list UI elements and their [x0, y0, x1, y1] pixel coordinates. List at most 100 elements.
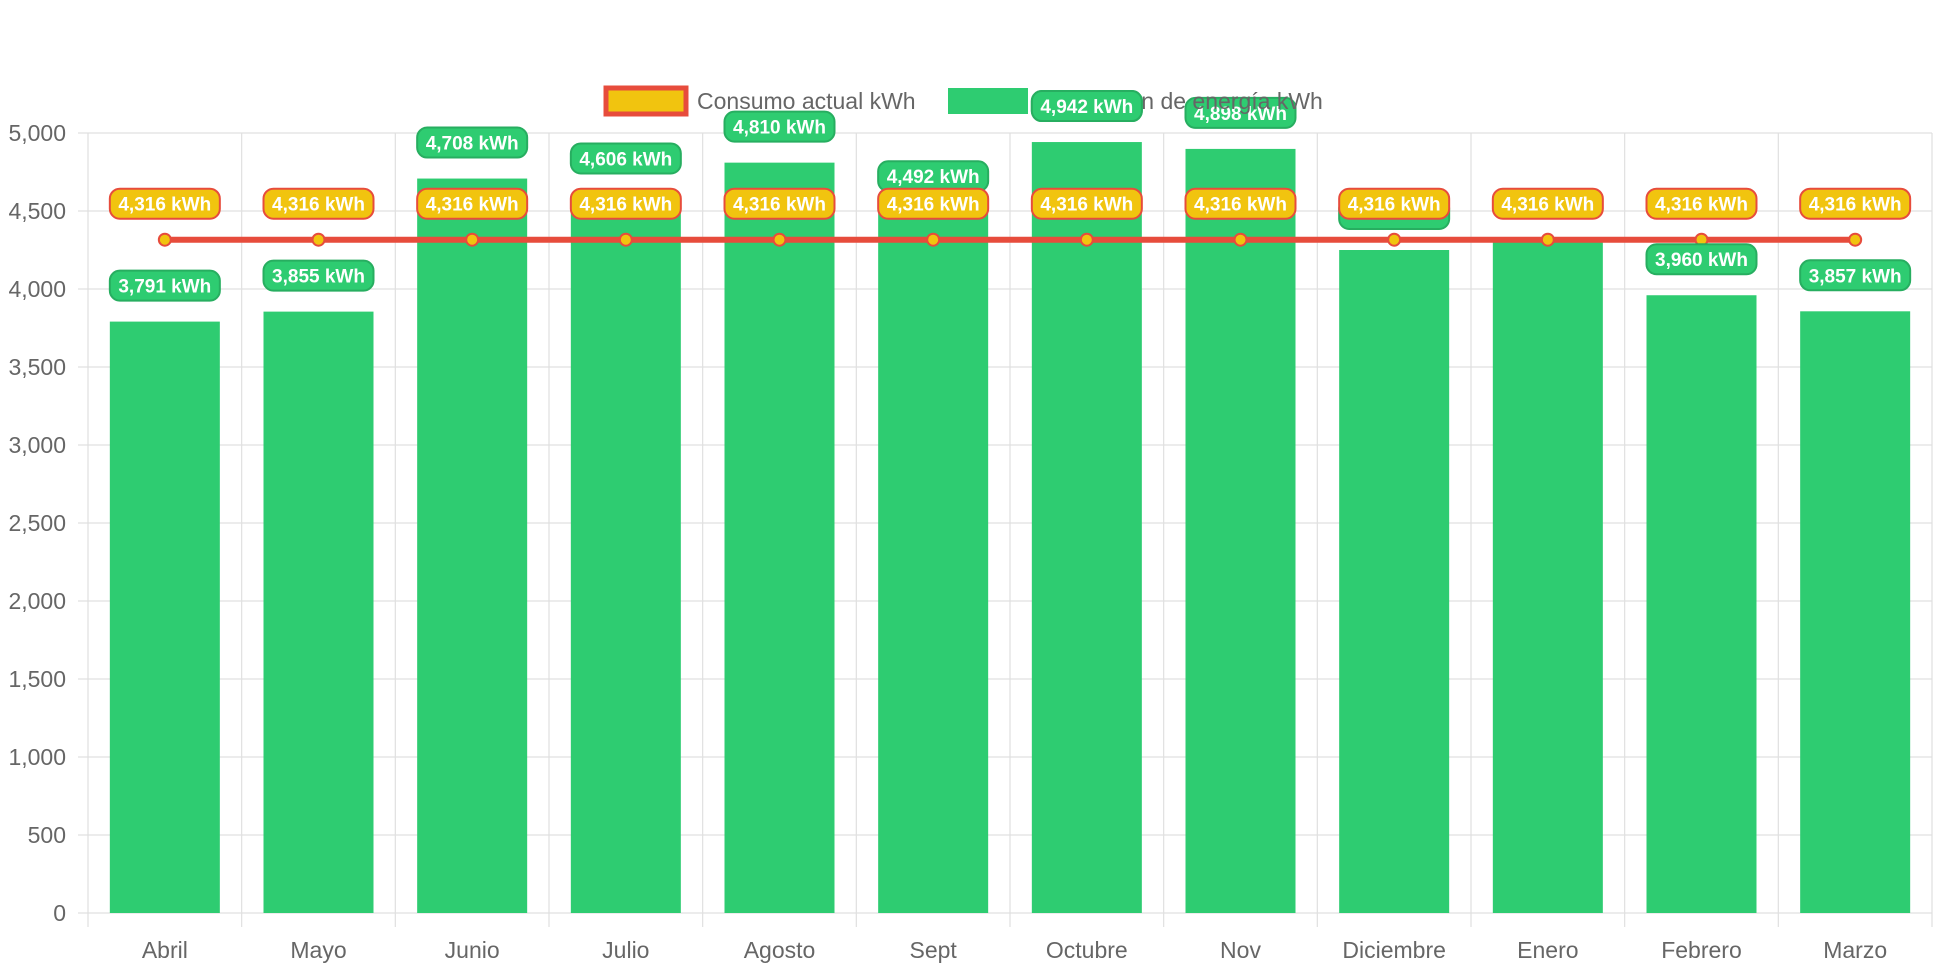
legend-label-consumo: Consumo actual kWh — [697, 88, 916, 114]
bar-data-label: 3,791 kWh — [108, 269, 221, 302]
line-data-label: 4,316 kWh — [1184, 187, 1297, 220]
bar-data-label: 4,708 kWh — [416, 126, 529, 159]
line-data-label-bg — [1799, 187, 1912, 220]
bar-julio[interactable] — [570, 194, 681, 914]
y-tick-label: 1,000 — [8, 744, 66, 770]
bar-octubre[interactable] — [1031, 142, 1142, 914]
line-data-label: 4,316 kWh — [723, 187, 836, 220]
line-point[interactable] — [157, 232, 172, 247]
x-tick-label: Enero — [1517, 937, 1578, 963]
x-tick-label: Julio — [602, 937, 649, 963]
line-point[interactable] — [618, 232, 633, 247]
y-tick-label: 3,000 — [8, 432, 66, 458]
bar-junio[interactable] — [417, 178, 528, 913]
grid-layer — [78, 132, 1933, 927]
line-data-label-bg — [1491, 187, 1604, 220]
y-tick-label: 500 — [28, 822, 66, 848]
x-tick-label: Nov — [1220, 937, 1261, 963]
line-data-label-bg — [1030, 187, 1143, 220]
legend[interactable]: Consumo actual kWh Producción de energía … — [603, 85, 1323, 117]
bar-agosto[interactable] — [724, 162, 835, 913]
line-data-label: 4,316 kWh — [1491, 187, 1604, 220]
line-data-label-text: 4,316 kWh — [887, 195, 980, 216]
line-data-label: 4,316 kWh — [108, 187, 221, 220]
bar-data-label-bg — [1184, 96, 1297, 129]
bar-data-label: 3,855 kWh — [262, 259, 375, 292]
bar-data-label-bg — [1799, 259, 1912, 292]
line-point[interactable] — [1233, 232, 1248, 247]
bar-data-label-bg — [262, 259, 375, 292]
y-tick-label: 2,000 — [8, 588, 66, 614]
x-tick-label: Abril — [142, 937, 188, 963]
line-data-label-text: 4,316 kWh — [1348, 195, 1441, 216]
line-point[interactable] — [1540, 232, 1555, 247]
legend-swatch-consumo — [603, 85, 689, 117]
y-tick-label: 1,500 — [8, 666, 66, 692]
line-data-label: 4,316 kWh — [1030, 187, 1143, 220]
line-point[interactable] — [1079, 232, 1094, 247]
labels-layer: 3,791 kWh 3,855 kWh 4,708 kWh 4,606 kWh 4,81… — [108, 90, 1912, 302]
bar-data-label-bg — [416, 126, 529, 159]
legend-swatch-produccion — [948, 88, 1028, 114]
bar-data-label: 3,857 kWh — [1799, 259, 1912, 292]
bar-diciembre[interactable] — [1339, 250, 1450, 913]
bar-data-label-text: 4,898 kWh — [1194, 104, 1287, 125]
line-point[interactable] — [1848, 232, 1863, 247]
bar-data-label-top: 4,942 kWh — [1030, 90, 1143, 123]
bar-data-label-bg — [108, 269, 221, 302]
line-layer — [157, 232, 1863, 247]
line-data-label-text: 4,316 kWh — [272, 195, 365, 216]
line-data-label: 4,316 kWh — [877, 187, 990, 220]
bar-data-label-text: 3,855 kWh — [272, 267, 365, 288]
legend-item-consumo[interactable]: Consumo actual kWh — [603, 85, 916, 117]
y-tick-label: 3,500 — [8, 354, 66, 380]
x-tick-label: Octubre — [1046, 937, 1128, 963]
line-data-label-bg — [569, 187, 682, 220]
x-tick-label: Junio — [445, 937, 500, 963]
line-point[interactable] — [926, 232, 941, 247]
line-point[interactable] — [772, 232, 787, 247]
bar-data-label-bg — [569, 142, 682, 175]
line-data-label: 4,316 kWh — [569, 187, 682, 220]
line-data-label-bg — [1184, 187, 1297, 220]
bars-layer — [109, 142, 1911, 914]
line-data-label-text: 4,316 kWh — [1809, 195, 1902, 216]
x-tick-label: Febrero — [1661, 937, 1742, 963]
bar-enero[interactable] — [1492, 239, 1603, 914]
bar-sept[interactable] — [878, 212, 989, 914]
bar-data-label-text: 3,960 kWh — [1655, 250, 1748, 271]
line-point[interactable] — [1387, 232, 1402, 247]
bar-data-label-bg — [723, 110, 836, 143]
bar-nov[interactable] — [1185, 148, 1296, 914]
bar-abril[interactable] — [109, 321, 220, 913]
y-tick-label: 5,000 — [8, 120, 66, 146]
line-data-label-bg — [1338, 187, 1451, 220]
bar-data-label-text: 3,791 kWh — [118, 277, 211, 298]
bar-data-label-top-text: 4,942 kWh — [1040, 97, 1133, 118]
line-data-label: 4,316 kWh — [1799, 187, 1912, 220]
x-tick-label: Mayo — [290, 937, 346, 963]
line-data-label-text: 4,316 kWh — [1040, 195, 1133, 216]
y-tick-label: 4,500 — [8, 198, 66, 224]
bar-marzo[interactable] — [1800, 311, 1911, 914]
bar-data-label: 4,810 kWh — [723, 110, 836, 143]
line-data-label: 4,316 kWh — [416, 187, 529, 220]
line-data-label-text: 4,316 kWh — [733, 195, 826, 216]
line-data-label-bg — [416, 187, 529, 220]
line-point[interactable] — [465, 232, 480, 247]
line-data-label: 4,316 kWh — [1645, 187, 1758, 220]
bar-data-label-text: 3,857 kWh — [1809, 266, 1902, 287]
bar-data-label-bg — [1645, 243, 1758, 276]
line-data-label: 4,316 kWh — [1338, 187, 1451, 220]
line-data-label-bg — [877, 187, 990, 220]
bar-mayo[interactable] — [263, 311, 374, 913]
line-data-label-bg — [262, 187, 375, 220]
bar-data-label: 3,960 kWh — [1645, 243, 1758, 276]
line-data-label-bg — [108, 187, 221, 220]
bar-febrero[interactable] — [1646, 295, 1757, 913]
bar-data-label: 4,606 kWh — [569, 142, 682, 175]
bar-data-label-text: 4,606 kWh — [579, 149, 672, 170]
line-point[interactable] — [311, 232, 326, 247]
